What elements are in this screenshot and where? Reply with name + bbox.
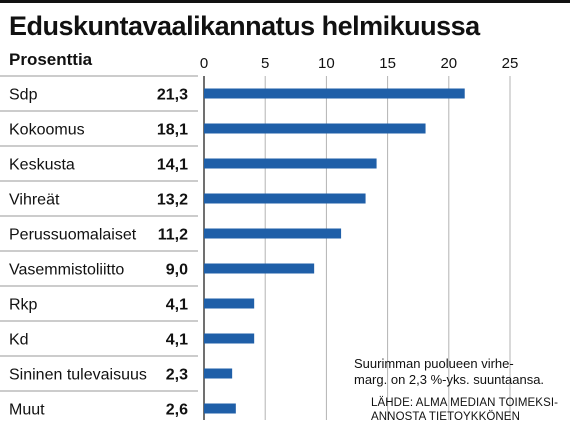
value-label: 18,1 xyxy=(157,122,188,139)
source-note: LÄHDE: ALMA MEDIAN TOIMEKSI- ANNOSTA TIE… xyxy=(371,396,558,424)
value-label: 13,2 xyxy=(157,192,188,209)
category-label: Keskusta xyxy=(9,157,75,174)
unit-label: Prosenttia xyxy=(9,50,93,69)
value-label: 14,1 xyxy=(157,157,188,174)
source-line-2: ANNOSTA TIETOYKKÖNEN xyxy=(371,411,520,423)
value-label: 21,3 xyxy=(157,87,188,104)
x-tick-label: 10 xyxy=(318,55,335,72)
top-rule xyxy=(0,0,570,3)
category-label: Kd xyxy=(9,332,29,349)
bar xyxy=(204,298,255,309)
bar xyxy=(204,88,465,99)
bar xyxy=(204,228,342,239)
bar xyxy=(204,263,315,274)
bar xyxy=(204,158,377,169)
x-tick-label: 15 xyxy=(379,55,396,72)
x-tick-label: 5 xyxy=(261,55,269,72)
bar xyxy=(204,403,236,414)
x-tick-label: 0 xyxy=(200,55,208,72)
category-label: Sdp xyxy=(9,87,38,104)
x-tick-label: 20 xyxy=(440,55,457,72)
value-label: 2,6 xyxy=(166,402,188,419)
category-label: Sininen tulevaisuus xyxy=(9,367,147,384)
category-label: Perussuomalaiset xyxy=(9,227,137,244)
category-label: Kokoomus xyxy=(9,122,85,139)
chart-title: Eduskuntavaalikannatus helmikuussa xyxy=(9,11,480,41)
category-label: Vihreät xyxy=(9,192,60,209)
value-label: 2,3 xyxy=(166,367,188,384)
category-label: Rkp xyxy=(9,297,38,314)
bar xyxy=(204,123,426,134)
bar xyxy=(204,333,255,344)
value-label: 9,0 xyxy=(166,262,188,279)
note-line-1: Suurimman puolueen virhe- xyxy=(354,356,514,371)
value-label: 4,1 xyxy=(166,332,188,349)
category-label: Vasemmistoliitto xyxy=(9,262,124,279)
value-label: 11,2 xyxy=(158,227,188,244)
source-line-1: LÄHDE: ALMA MEDIAN TOIMEKSI- xyxy=(371,397,559,409)
margin-of-error-note: Suurimman puolueen virhe- marg. on 2,3 %… xyxy=(354,356,544,388)
x-tick-label: 25 xyxy=(502,55,519,72)
value-label: 4,1 xyxy=(166,297,188,314)
bar xyxy=(204,368,233,379)
bar xyxy=(204,193,366,204)
note-line-2: marg. on 2,3 %-yks. suuntaansa. xyxy=(354,372,545,387)
category-label: Muut xyxy=(9,402,45,419)
